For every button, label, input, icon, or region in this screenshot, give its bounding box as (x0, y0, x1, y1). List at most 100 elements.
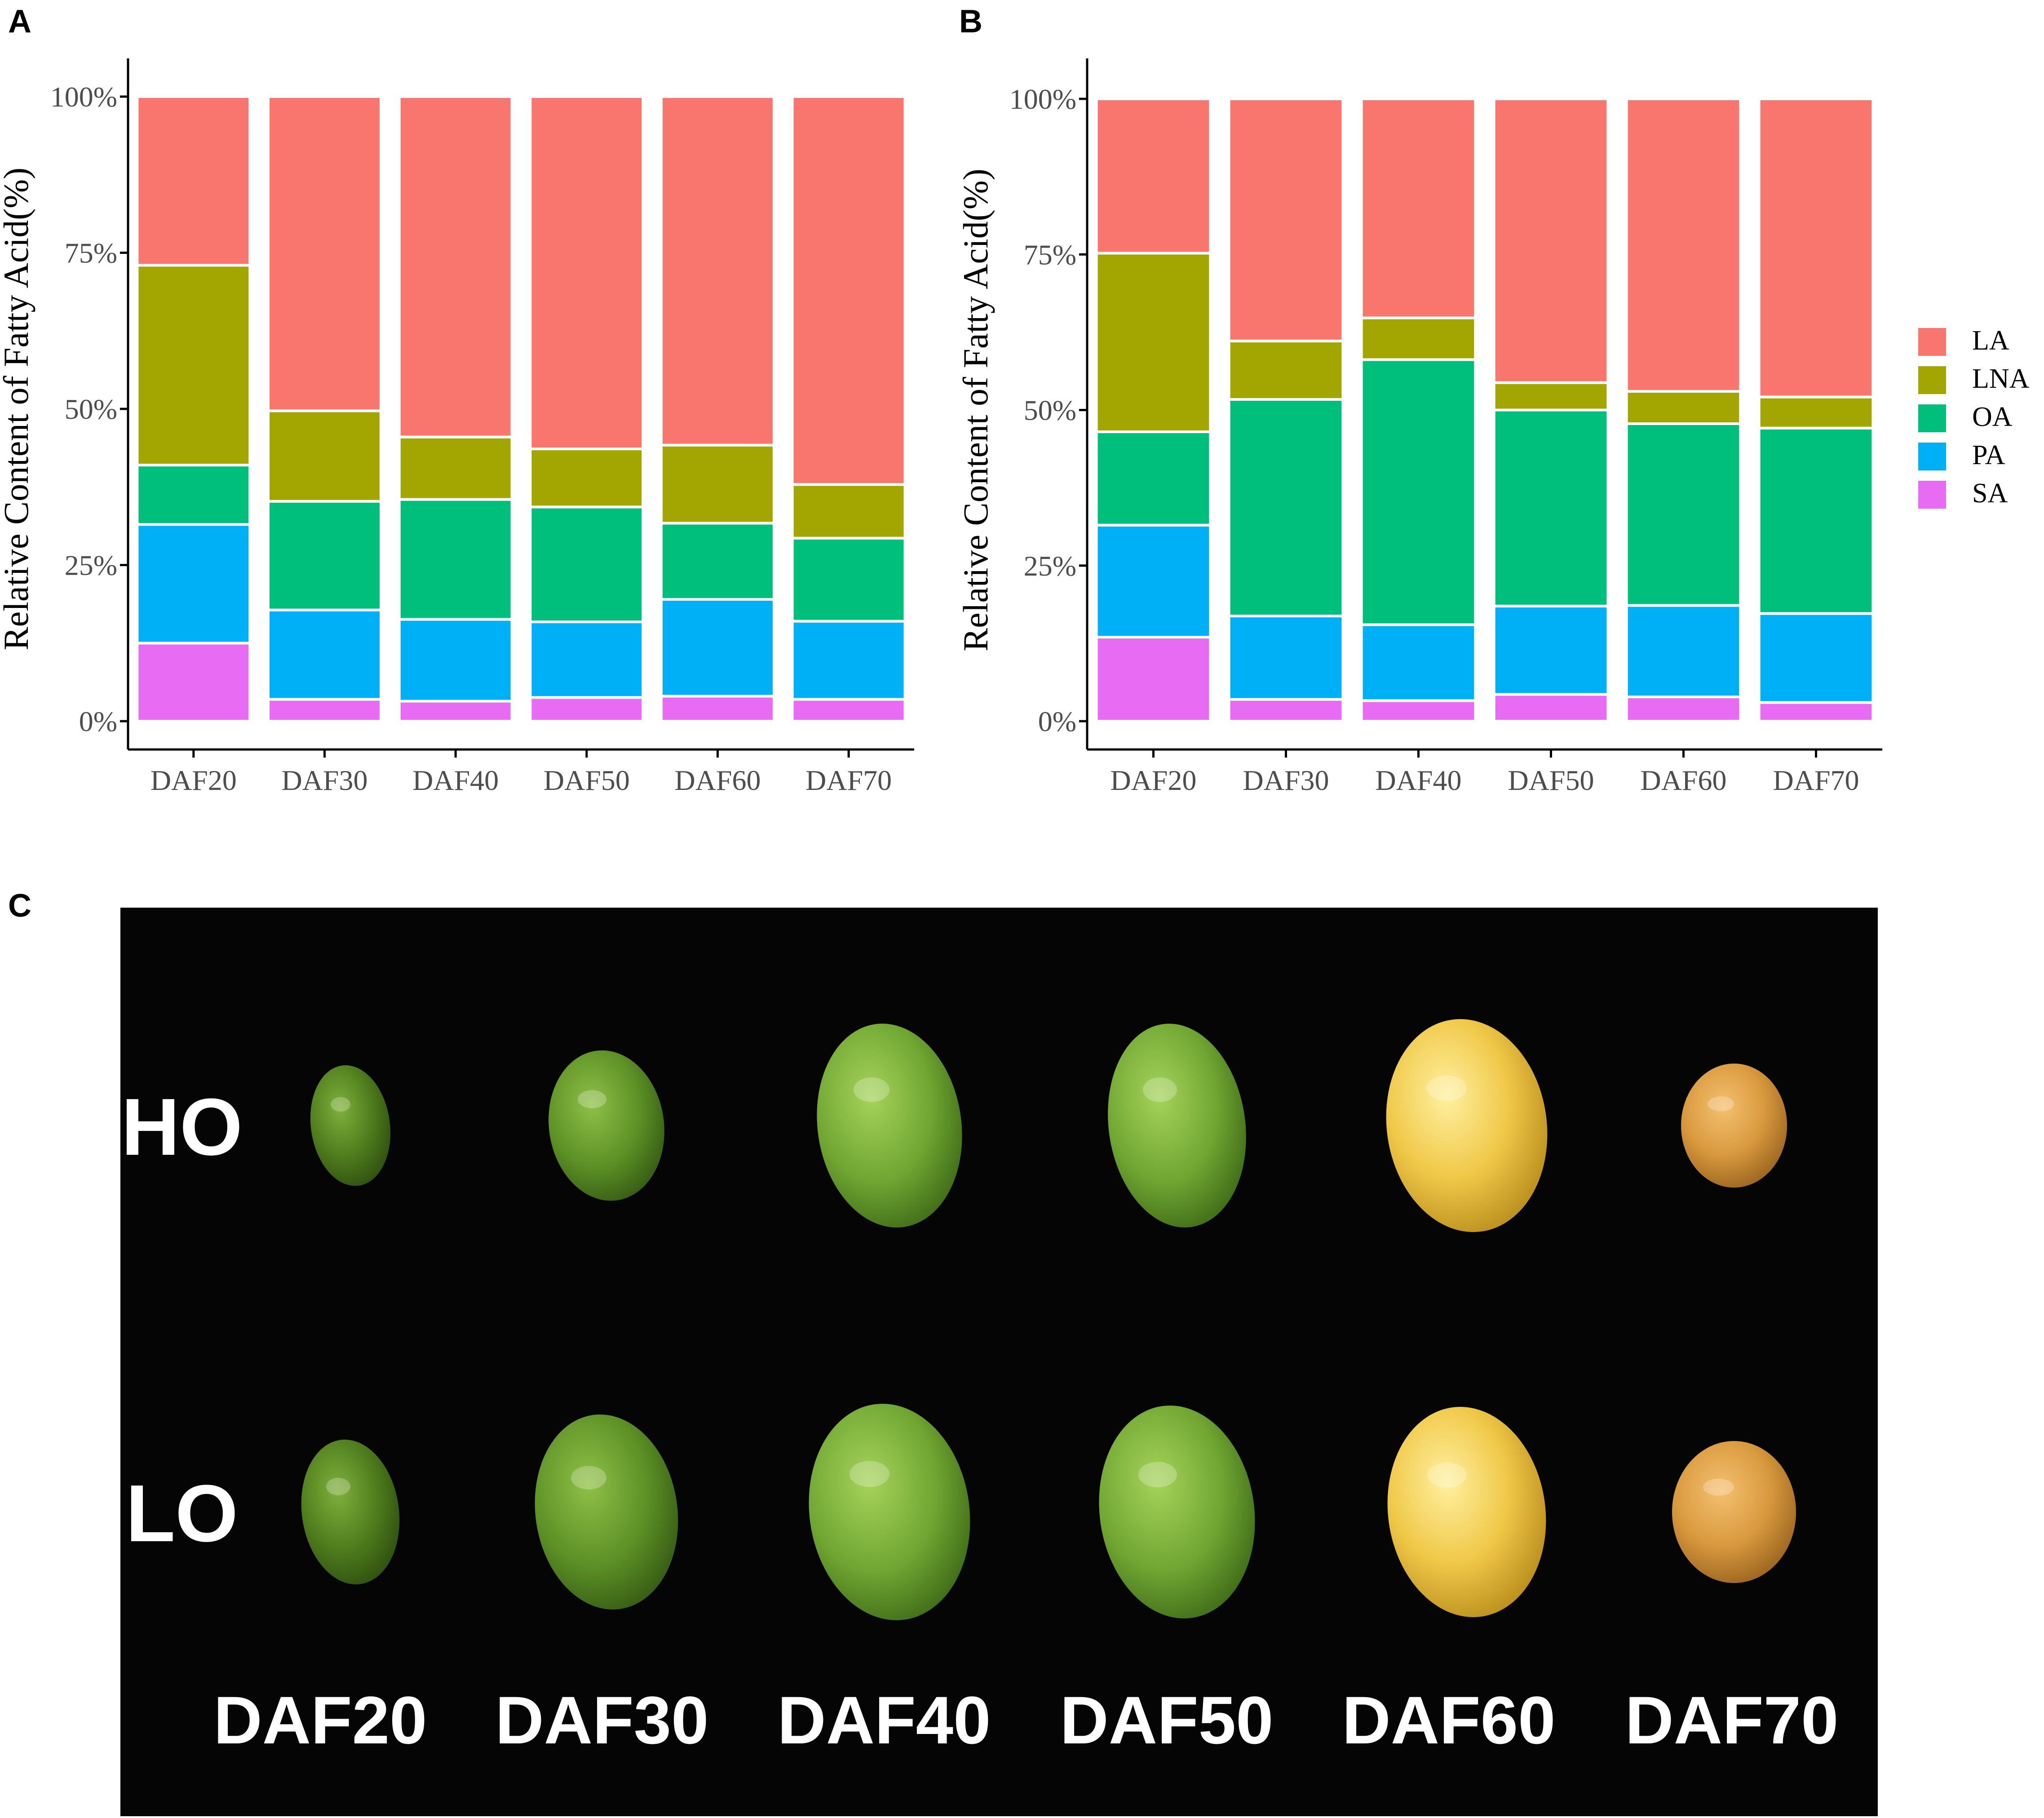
bar-segment-la-daf50 (1492, 98, 1610, 384)
legend-label-lna: LNA (1972, 364, 2030, 394)
legend-label-oa: OA (1972, 402, 2013, 432)
bar-segment-la-daf30 (1227, 98, 1345, 342)
seed-ho-daf60 (1386, 1019, 1548, 1232)
seed-ho-daf70 (1681, 1064, 1787, 1188)
bar-segment-oa-daf60 (660, 522, 775, 601)
bar-segment-la-daf60 (1625, 98, 1742, 393)
stage-label-daf30: DAF30 (495, 1682, 708, 1758)
bar-segment-la-daf20 (1095, 98, 1212, 255)
seed-highlight (849, 1461, 889, 1487)
bar-segment-pa-daf50 (529, 620, 645, 699)
legend-label-pa: PA (1972, 440, 2005, 470)
bar-segment-oa-daf70 (1757, 426, 1875, 615)
y-tick-label: 50% (65, 393, 117, 425)
seed-highlight (1427, 1075, 1467, 1101)
row-label-lo: LO (126, 1468, 238, 1559)
seed-highlight (1427, 1462, 1467, 1488)
seed-ho-daf20 (310, 1065, 391, 1186)
seed-ho-daf30 (549, 1050, 664, 1201)
seed-ho-daf40 (817, 1024, 962, 1228)
seed-highlight (1143, 1077, 1177, 1102)
legend-swatch-pa (1918, 443, 1946, 470)
seed-highlight (1703, 1478, 1734, 1496)
row-label-ho: HO (121, 1082, 243, 1172)
bar-segment-lna-daf20 (1095, 252, 1212, 433)
seed-lo-daf60 (1387, 1407, 1546, 1617)
bar-segment-la-daf70 (791, 95, 907, 486)
bar-segment-sa-daf20 (136, 642, 252, 723)
seed-highlight (571, 1466, 606, 1490)
stage-label-daf20: DAF20 (213, 1682, 427, 1758)
seed-highlight (578, 1090, 606, 1109)
x-tick-label: DAF40 (412, 764, 499, 796)
bar-segment-sa-daf30 (1227, 698, 1345, 723)
bar-segment-lna-daf50 (1492, 381, 1610, 412)
x-tick-label: DAF60 (674, 764, 761, 796)
stacked-bar-chart-a: 0% 25% 50% 75% 100% Relative Content of Fatty… (0, 58, 914, 796)
bar-segment-lna-daf40 (1360, 316, 1477, 361)
bar-segment-lna-daf40 (398, 435, 513, 501)
y-tick-label: 75% (1024, 239, 1076, 270)
bar-segment-sa-daf50 (529, 696, 645, 723)
bar-segment-sa-daf60 (660, 695, 775, 723)
y-tick-label: 0% (79, 705, 117, 737)
stage-label-daf40: DAF40 (777, 1682, 991, 1758)
bar-segment-sa-daf60 (1625, 695, 1742, 723)
x-tick-label: DAF70 (1773, 764, 1859, 796)
stage-label-daf50: DAF50 (1060, 1682, 1273, 1758)
bar-segment-pa-daf70 (791, 620, 907, 701)
bar-segment-pa-daf30 (267, 608, 382, 701)
bar-segment-sa-daf50 (1492, 693, 1610, 723)
bar-segment-oa-daf30 (267, 500, 382, 612)
bar-segment-oa-daf40 (1360, 358, 1477, 626)
panel-label-c: C (8, 888, 31, 924)
seed-highlight (854, 1077, 889, 1102)
y-axis-title: Relative Content of Fatty Acid(%) (0, 168, 35, 650)
seed-highlight (1138, 1462, 1177, 1488)
y-tick-label: 0% (1038, 705, 1076, 737)
bar-segment-oa-daf50 (529, 505, 645, 623)
legend-swatch-oa (1918, 404, 1946, 432)
bar-segment-lna-daf30 (267, 409, 382, 503)
bar-segment-oa-daf30 (1227, 398, 1345, 617)
seed-lo-daf40 (809, 1404, 970, 1620)
panel-label-a: A (8, 4, 31, 40)
bar-segment-pa-daf20 (1095, 523, 1212, 639)
x-tick-label: DAF50 (1508, 764, 1594, 796)
x-tick-label: DAF70 (805, 764, 892, 796)
legend: LA LNA OA PA SA (1918, 325, 2030, 509)
stage-label-daf60: DAF60 (1342, 1682, 1555, 1758)
seed-highlight (1708, 1096, 1734, 1112)
x-tick-label: DAF60 (1640, 764, 1726, 796)
bar-segment-lna-daf70 (1757, 395, 1875, 430)
seed-highlight (326, 1477, 350, 1495)
bar-segment-la-daf50 (529, 95, 645, 450)
bar-segment-sa-daf30 (267, 698, 382, 723)
legend-label-la: LA (1972, 325, 2009, 356)
x-tick-label: DAF20 (1110, 764, 1196, 796)
bar-segment-oa-daf60 (1625, 422, 1742, 607)
bar-segment-oa-daf50 (1492, 408, 1610, 607)
photo-background (120, 908, 1878, 1816)
panel-label-b: B (959, 4, 982, 40)
bar-segment-sa-daf20 (1095, 636, 1212, 723)
bar-segment-lna-daf30 (1227, 339, 1345, 401)
stacked-bar-chart-b: 0% 25% 50% 75% 100% Relative Content of Fatty… (956, 58, 1882, 796)
y-tick-label: 100% (50, 81, 117, 113)
bar-segment-lna-daf60 (1625, 390, 1742, 425)
y-tick-label: 25% (1024, 550, 1076, 582)
bar-segment-lna-daf20 (136, 264, 252, 467)
bar-segment-sa-daf40 (1360, 699, 1477, 723)
seed-lo-daf30 (535, 1414, 678, 1610)
bar-segment-lna-daf60 (660, 443, 775, 525)
legend-swatch-sa (1918, 481, 1946, 509)
legend-swatch-la (1918, 328, 1946, 356)
bar-segment-lna-daf70 (791, 483, 907, 540)
bar-segment-la-daf20 (136, 95, 252, 267)
y-tick-label: 100% (1009, 83, 1076, 115)
y-axis-title: Relative Content of Fatty Acid(%) (956, 168, 995, 651)
y-tick-label: 25% (65, 550, 117, 581)
bar-segment-pa-daf40 (1360, 623, 1477, 702)
bar-segment-pa-daf60 (1625, 604, 1742, 698)
seed-highlight (331, 1097, 350, 1112)
